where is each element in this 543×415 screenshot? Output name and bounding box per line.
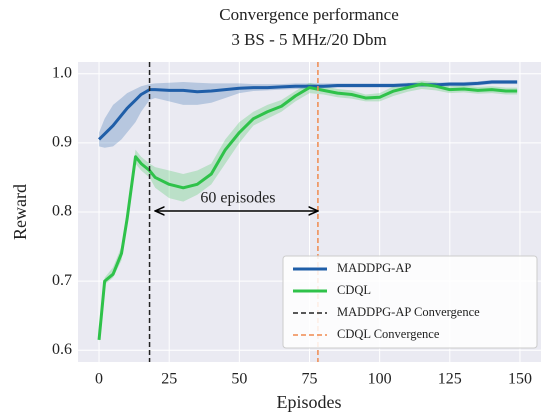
x-tick-label: 125 bbox=[438, 371, 462, 388]
series-line bbox=[97, 80, 518, 141]
y-tick-label: 0.7 bbox=[52, 272, 72, 289]
legend-label: CDQL bbox=[337, 283, 371, 297]
series-line bbox=[97, 82, 518, 341]
x-tick-label: 75 bbox=[302, 371, 318, 388]
x-tick-label: 25 bbox=[161, 371, 177, 388]
x-tick-label: 0 bbox=[95, 371, 103, 388]
x-tick-label: 50 bbox=[231, 371, 247, 388]
x-axis-label: Episodes bbox=[277, 392, 342, 412]
legend-box bbox=[282, 255, 538, 349]
y-tick-label: 0.8 bbox=[52, 203, 72, 220]
y-tick-label: 0.6 bbox=[52, 341, 72, 358]
chart-title: Convergence performance bbox=[219, 5, 399, 24]
annotation-text: 60 episodes bbox=[200, 190, 275, 207]
legend-label: MADDPG-AP bbox=[337, 261, 411, 275]
y-axis-label: Reward bbox=[10, 184, 30, 240]
confidence-band bbox=[99, 79, 518, 148]
y-tick-label: 1.0 bbox=[52, 64, 72, 81]
x-tick-label: 150 bbox=[508, 371, 532, 388]
y-tick-label: 0.9 bbox=[52, 134, 72, 151]
chart-subtitle: 3 BS - 5 MHz/20 Dbm bbox=[231, 30, 386, 49]
x-tick-label: 100 bbox=[368, 371, 392, 388]
legend-label: MADDPG-AP Convergence bbox=[337, 305, 480, 319]
legend-label: CDQL Convergence bbox=[337, 327, 440, 341]
